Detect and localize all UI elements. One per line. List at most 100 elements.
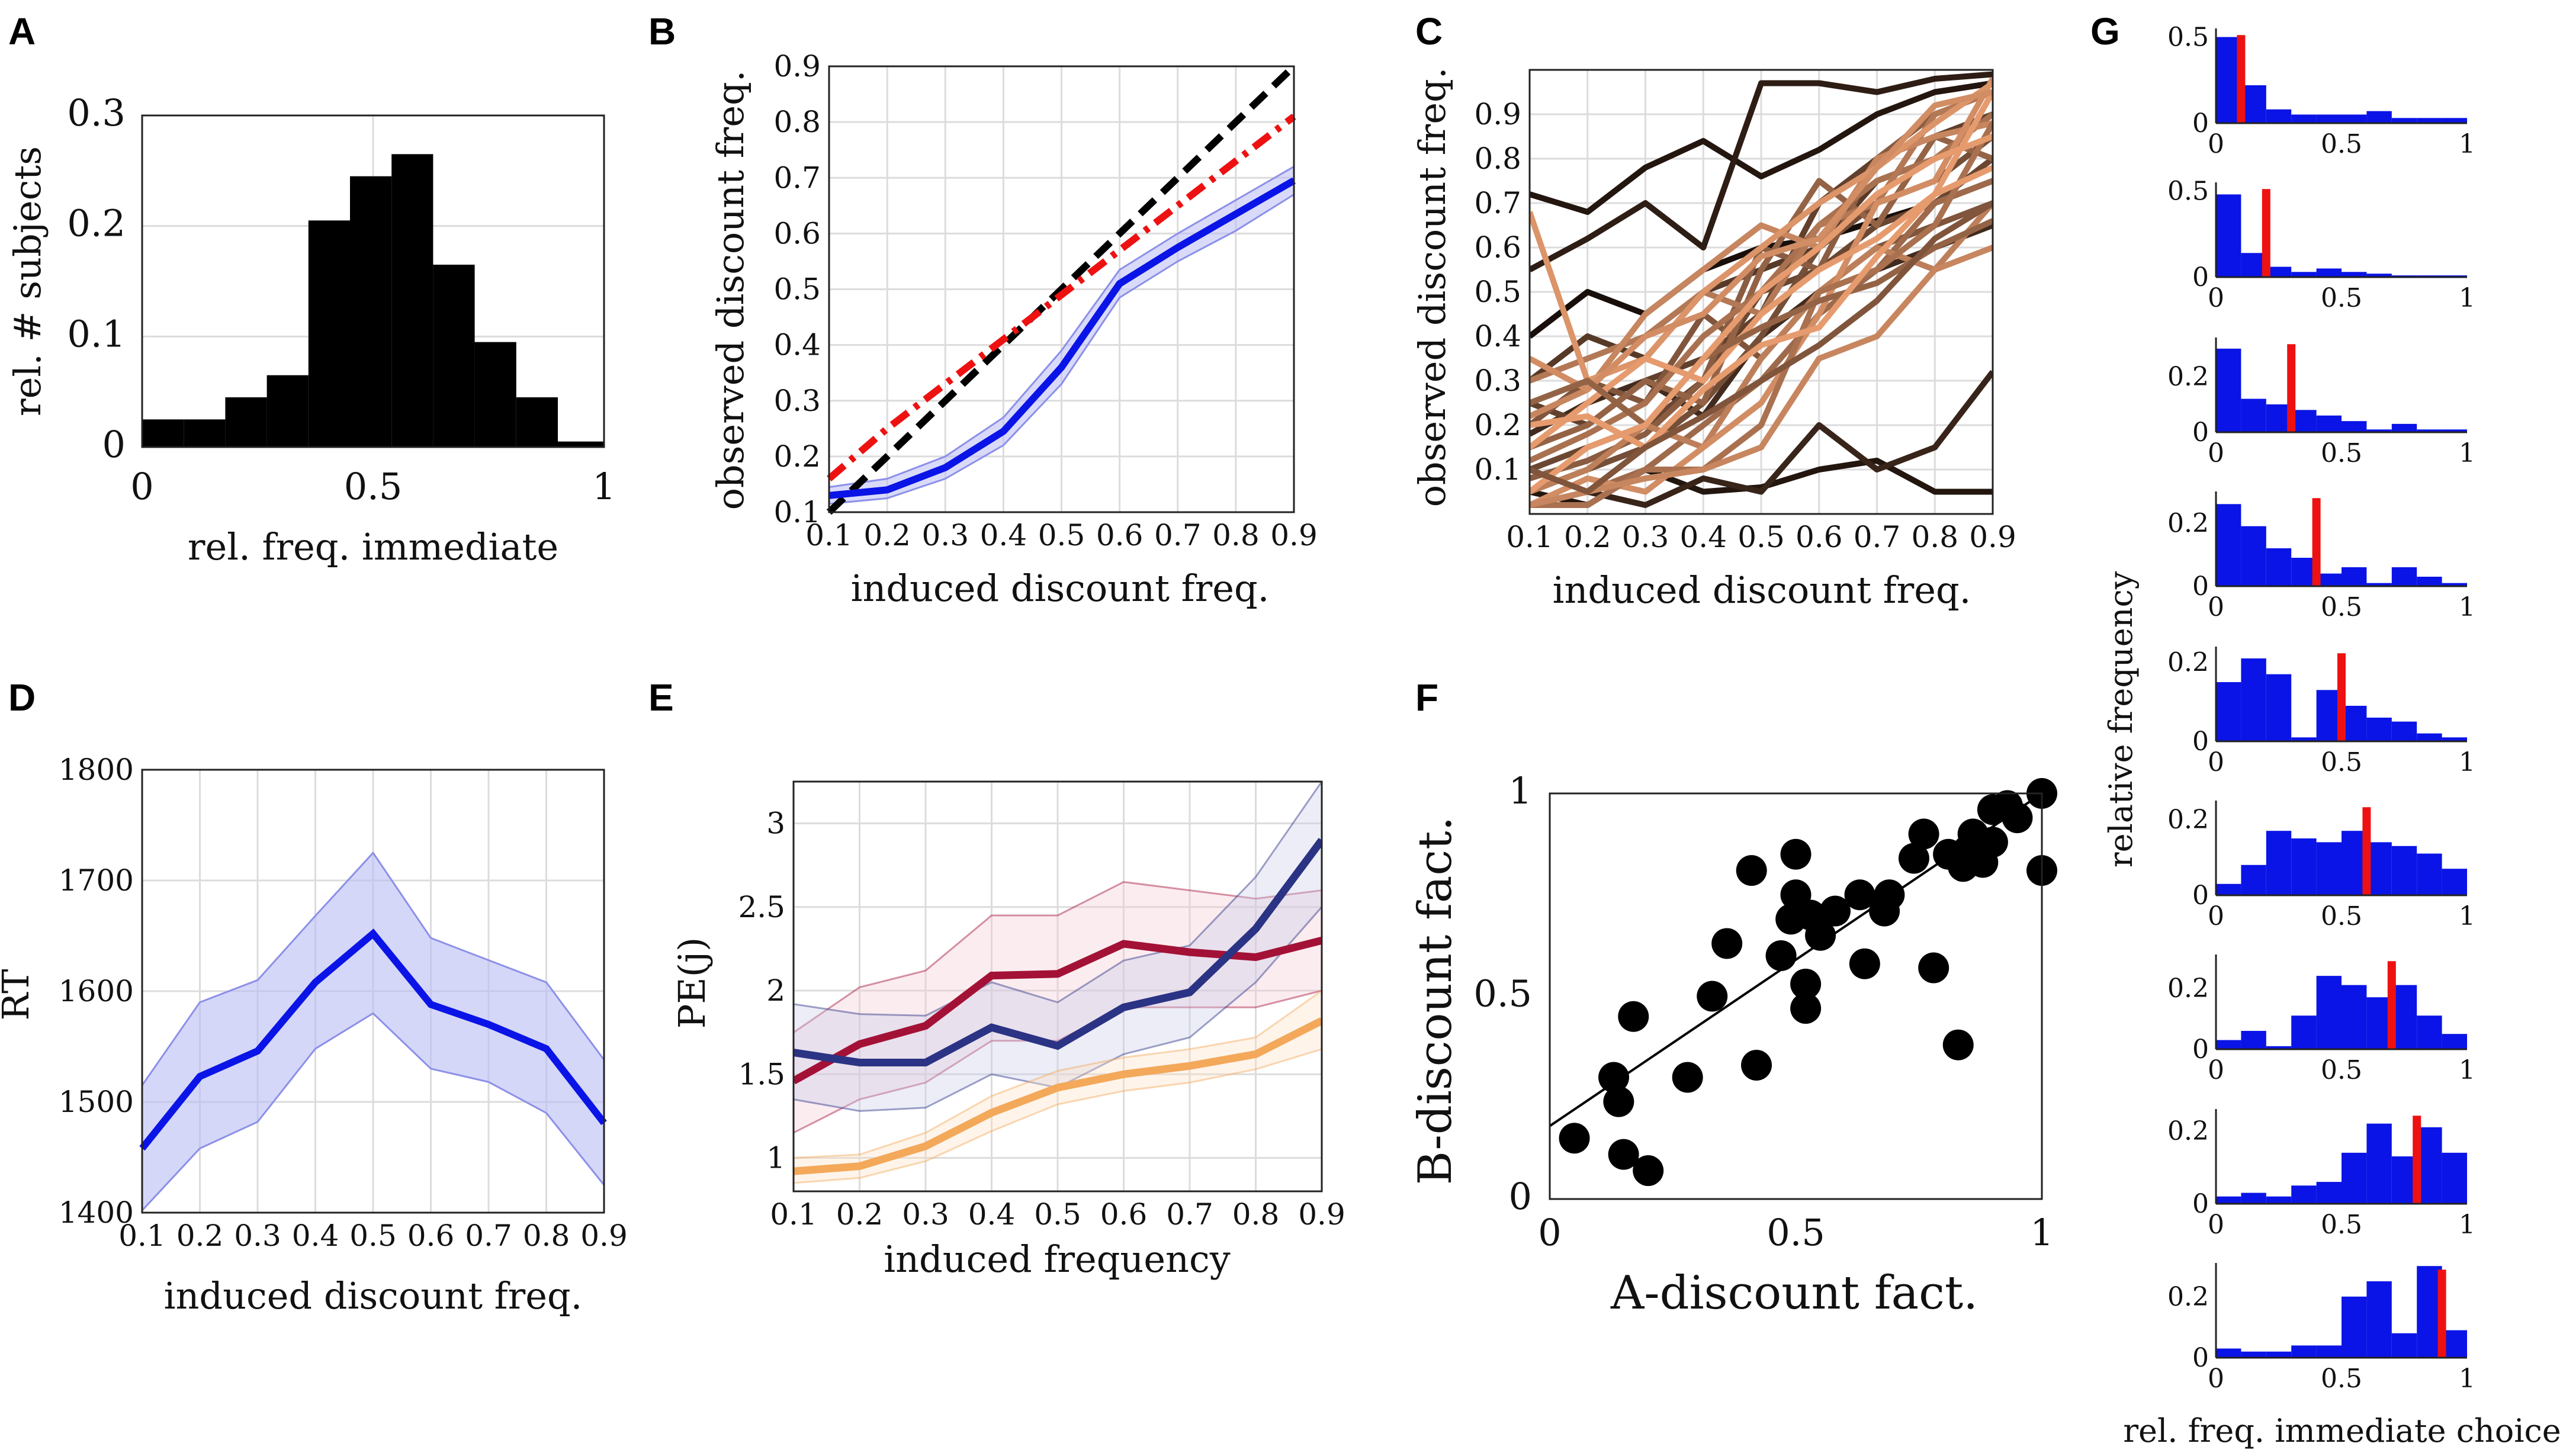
histogram-bar — [2291, 114, 2317, 123]
y-tick-label: 1600 — [59, 974, 134, 1008]
identity-line — [826, 63, 1297, 515]
y-tick-label: 0.2 — [2167, 1116, 2209, 1146]
y-tick-label: 0.5 — [2167, 23, 2209, 53]
y-tick-label: 0.8 — [773, 105, 821, 139]
scatter-point — [1819, 895, 1851, 927]
panel-label: G — [2090, 10, 2120, 53]
x-tick-label: 1 — [592, 465, 615, 508]
histogram-bar — [433, 265, 475, 447]
panel-g: G 0 0.5 1 0 0.5 0 0.5 1 0 0.5 0 0.5 1 0 0.2 0 0.5 1 0 0.2 0 0.… — [2090, 10, 2561, 1449]
x-tick-label: 0.5 — [2321, 1364, 2362, 1394]
x-tick-label: 0.2 — [176, 1219, 224, 1253]
scatter-point — [1790, 968, 1822, 999]
error-band — [794, 882, 1322, 1133]
y-tick-label: 0 — [2192, 417, 2209, 448]
x-tick-label: 0.2 — [863, 518, 911, 552]
axes-frame — [1549, 792, 2043, 1200]
x-tick-label: 0.1 — [805, 518, 853, 552]
x-tick-label: 0.5 — [344, 465, 403, 508]
histogram-bar — [516, 397, 558, 447]
histogram-bar — [2417, 118, 2442, 123]
axes-frame — [141, 114, 605, 448]
histogram-bar — [2391, 721, 2417, 741]
y-tick-label: 0 — [2192, 1189, 2209, 1219]
subject-line — [1530, 91, 1993, 450]
histogram-bar — [2391, 1156, 2417, 1204]
y-tick-label: 0.2 — [2167, 648, 2209, 678]
axes-frame — [141, 769, 605, 1214]
y-tick-label: 0 — [2192, 880, 2209, 911]
band-upper — [794, 782, 1322, 1017]
x-axis-label: rel. freq. immediate choice — [2123, 1412, 2561, 1449]
x-tick-label: 0.8 — [1911, 520, 1958, 554]
histogram-bar — [2291, 838, 2317, 895]
histogram-bar — [2391, 985, 2417, 1049]
x-axis-label: induced discount freq. — [851, 567, 1270, 610]
y-axis-label: observed discount freq. — [709, 70, 752, 510]
band-upper — [794, 880, 1322, 1033]
histogram-bar — [2442, 1152, 2467, 1204]
y-tick-label: 0.3 — [1474, 364, 1521, 398]
y-axis-label: PE(j) — [670, 937, 714, 1029]
panel-label: E — [648, 676, 674, 719]
y-tick-label: 0.8 — [1474, 142, 1521, 176]
y-tick-label: 0 — [2192, 262, 2209, 293]
band-upper — [794, 989, 1322, 1159]
band-lower — [794, 1048, 1322, 1184]
histogram-bar — [2316, 268, 2342, 277]
histogram-bar — [558, 441, 604, 447]
x-tick-label: 0.2 — [1564, 520, 1611, 554]
scatter-point — [1874, 879, 1905, 911]
histogram-bar — [2366, 111, 2392, 123]
histogram-bar — [2342, 985, 2367, 1049]
x-tick-label: 0.7 — [1854, 520, 1901, 554]
histogram-bar — [2442, 737, 2467, 741]
series-group — [794, 782, 1322, 1184]
histogram-bar — [2291, 272, 2317, 277]
histogram-bar — [2266, 109, 2292, 123]
histogram-bar — [2291, 1345, 2317, 1358]
scatter-point — [1977, 827, 2008, 858]
histogram-bar — [2266, 548, 2292, 586]
rt-line — [139, 928, 607, 1151]
histogram-bar — [2291, 558, 2317, 586]
y-axis-label: rel. # subjects — [6, 146, 49, 416]
mini-histogram: 0 0.5 1 0 0.2 — [2167, 954, 2475, 1085]
histogram-bar — [2216, 1040, 2241, 1049]
x-tick-label: 0.7 — [1154, 518, 1202, 552]
histogram-bar — [2342, 272, 2367, 277]
x-tick-label: 0.1 — [1506, 520, 1553, 554]
scatter-point — [2002, 802, 2033, 834]
y-tick-label: 0.2 — [2167, 1282, 2209, 1312]
panel-label: F — [1415, 676, 1438, 719]
histogram-bar — [2216, 682, 2241, 741]
y-tick-label: 0 — [2192, 108, 2209, 139]
histogram-bar — [2391, 846, 2417, 895]
histogram-bar — [2216, 37, 2241, 123]
panel-b: B 0.1 0.2 0.3 0.4 0.5 0.6 0.7 0.8 0.9 0.1 0.2 0.3 0.4… — [648, 10, 1318, 610]
histogram-bar — [2241, 658, 2266, 741]
histogram-bar — [2291, 1185, 2317, 1204]
x-tick-label: 0.2 — [836, 1197, 884, 1232]
y-tick-label: 0 — [2192, 727, 2209, 757]
x-tick-label: 0.1 — [770, 1197, 817, 1232]
x-tick-label: 0 — [2208, 1364, 2224, 1394]
y-tick-label: 0.2 — [2167, 805, 2209, 835]
histogram-bar — [2342, 706, 2367, 741]
histogram-bar — [2366, 583, 2392, 586]
band-lower — [794, 989, 1322, 1134]
histogram-bar — [142, 419, 184, 447]
pe-line-navy — [794, 838, 1322, 1066]
x-tick-label: 1 — [2459, 283, 2475, 313]
histogram-bar — [2316, 1345, 2342, 1358]
histogram-bar — [2442, 1330, 2467, 1358]
x-tick-label: 0.3 — [902, 1197, 949, 1232]
histogram-bar — [2316, 842, 2342, 895]
x-tick-label: 0.7 — [465, 1219, 512, 1253]
x-tick-label: 0.5 — [1038, 518, 1085, 552]
x-tick-label: 0.4 — [292, 1219, 339, 1253]
x-tick-label: 1 — [2459, 1055, 2475, 1085]
mini-histogram: 0 0.5 1 0 0.2 — [2167, 491, 2475, 622]
histogram-bar — [2366, 1281, 2392, 1358]
x-tick-label: 0.8 — [1212, 518, 1260, 552]
